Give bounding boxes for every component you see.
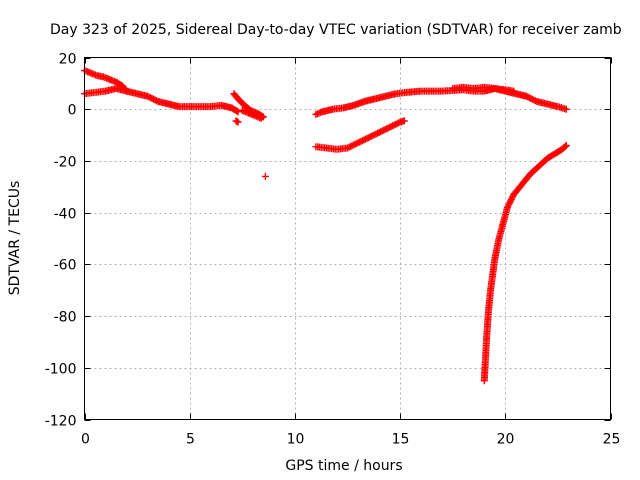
series-arc-2 bbox=[81, 85, 242, 116]
data-point bbox=[507, 195, 515, 203]
data-point bbox=[508, 194, 516, 202]
y-tick-label: -100 bbox=[45, 362, 77, 378]
x-axis-label: GPS time / hours bbox=[285, 458, 402, 474]
series-arc-6 bbox=[449, 83, 518, 95]
x-tick-label: 20 bbox=[497, 432, 515, 448]
series-arc-4 bbox=[238, 107, 265, 122]
x-tick-label: 10 bbox=[287, 432, 305, 448]
plot-frame bbox=[84, 57, 611, 420]
data-point bbox=[312, 110, 320, 118]
series-arc-8 bbox=[480, 141, 570, 385]
x-tick-label: 15 bbox=[392, 432, 410, 448]
data-point bbox=[246, 110, 254, 118]
data-point bbox=[234, 118, 242, 126]
series-isolated-2 bbox=[261, 172, 269, 180]
data-point bbox=[506, 199, 514, 207]
x-tick-label: 25 bbox=[603, 432, 621, 448]
data-point bbox=[561, 142, 569, 150]
y-tick-label: -20 bbox=[54, 155, 77, 171]
tick-labels-layer: 0 5 10 15 20 25 20 0 -20 -40 -60 -80 -100 -120 bbox=[45, 52, 621, 448]
y-tick-label: 0 bbox=[68, 103, 77, 119]
data-point bbox=[257, 114, 265, 122]
data-point bbox=[400, 117, 408, 125]
x-tick-label: 0 bbox=[81, 432, 90, 448]
data-point bbox=[505, 200, 513, 208]
data-point bbox=[261, 172, 269, 180]
ticks-layer bbox=[84, 57, 612, 421]
data-point bbox=[256, 114, 264, 122]
series-arc-5 bbox=[312, 85, 570, 118]
data-point bbox=[562, 141, 570, 149]
data-point bbox=[503, 204, 511, 211]
y-tick-label: -120 bbox=[45, 414, 77, 430]
grid-layer bbox=[84, 57, 611, 420]
y-tick-label: -60 bbox=[54, 258, 77, 274]
y-tick-label: -80 bbox=[54, 310, 77, 326]
y-tick-label: 20 bbox=[59, 52, 77, 68]
data-point bbox=[84, 68, 92, 76]
x-tick-label: 5 bbox=[186, 432, 195, 448]
data-marks-layer bbox=[81, 66, 570, 385]
series-arc-7 bbox=[312, 117, 408, 153]
y-tick-label: -40 bbox=[54, 207, 77, 223]
series-isolated-1 bbox=[232, 117, 242, 126]
y-axis-label: SDTVAR / TECUs bbox=[7, 181, 23, 296]
data-point bbox=[368, 132, 375, 140]
data-point bbox=[107, 76, 115, 84]
data-point bbox=[510, 87, 518, 95]
chart-title: Day 323 of 2025, Sidereal Day-to-day VTE… bbox=[50, 22, 622, 38]
data-point bbox=[562, 105, 570, 113]
